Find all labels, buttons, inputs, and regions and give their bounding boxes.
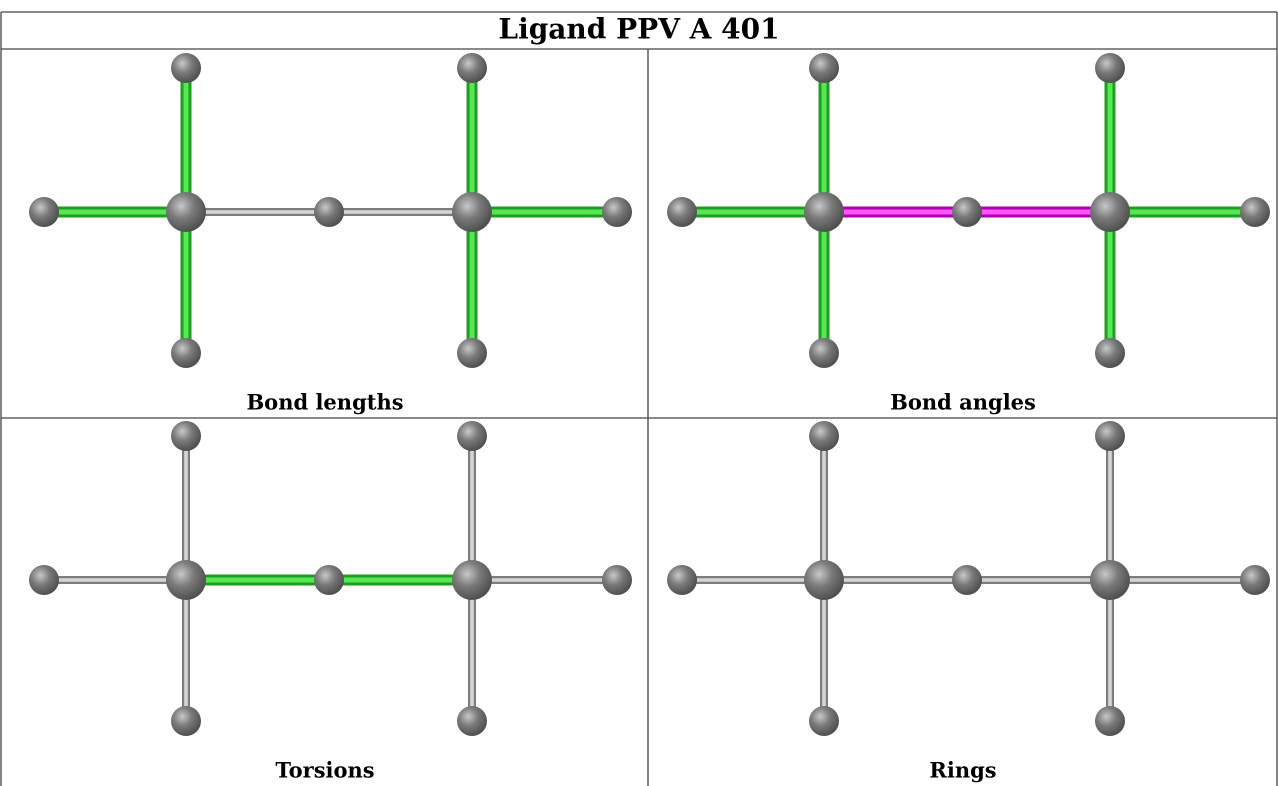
atom xyxy=(809,706,839,736)
atom xyxy=(457,53,487,83)
atom xyxy=(667,197,697,227)
atom xyxy=(1090,192,1130,232)
atom xyxy=(314,197,344,227)
atom xyxy=(809,338,839,368)
atom xyxy=(1095,338,1125,368)
atom xyxy=(314,565,344,595)
atom xyxy=(457,706,487,736)
atom xyxy=(457,338,487,368)
atom xyxy=(804,192,844,232)
background xyxy=(0,0,1278,786)
atom xyxy=(1240,197,1270,227)
panel-caption: Bond lengths xyxy=(246,390,403,415)
atom xyxy=(1240,565,1270,595)
panel-caption: Bond angles xyxy=(890,390,1036,415)
atom xyxy=(166,192,206,232)
atom xyxy=(171,53,201,83)
atom xyxy=(452,560,492,600)
atom xyxy=(166,560,206,600)
atom xyxy=(171,338,201,368)
atom xyxy=(602,197,632,227)
atom xyxy=(1090,560,1130,600)
atom xyxy=(667,565,697,595)
panel-caption: Torsions xyxy=(275,758,374,783)
atom xyxy=(809,53,839,83)
atom xyxy=(457,421,487,451)
atom xyxy=(29,565,59,595)
atom xyxy=(952,565,982,595)
page: Ligand PPV A 401 Bond lengths Bond angle… xyxy=(0,0,1278,786)
atom xyxy=(952,197,982,227)
atom xyxy=(29,197,59,227)
table-title: Ligand PPV A 401 xyxy=(498,13,779,46)
atom xyxy=(804,560,844,600)
atom xyxy=(1095,706,1125,736)
atom xyxy=(1095,53,1125,83)
atom xyxy=(1095,421,1125,451)
atom xyxy=(809,421,839,451)
atom xyxy=(602,565,632,595)
atom xyxy=(171,706,201,736)
panel-caption: Rings xyxy=(929,758,996,783)
atom xyxy=(171,421,201,451)
atom xyxy=(452,192,492,232)
